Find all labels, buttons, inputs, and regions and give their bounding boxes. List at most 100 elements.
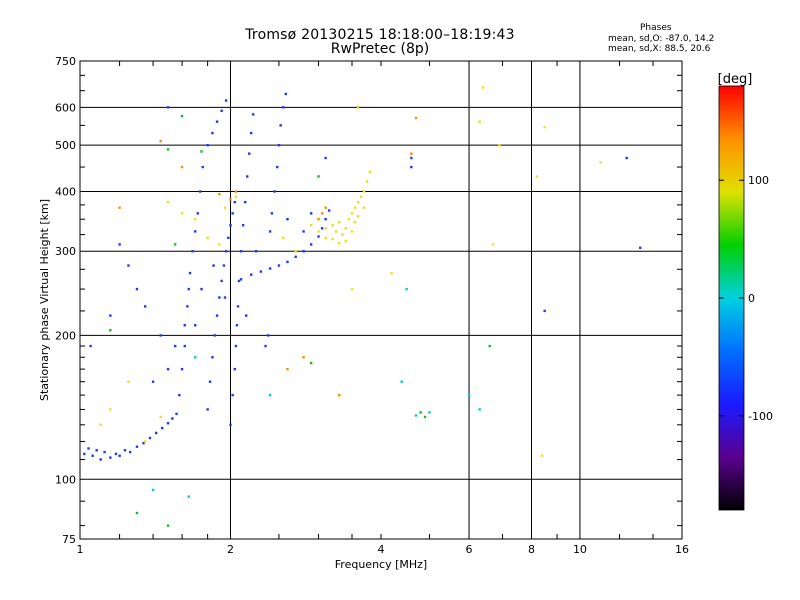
colorbar-tick-label: -100 — [748, 410, 773, 423]
data-point — [356, 200, 360, 204]
data-point — [180, 367, 184, 371]
data-point — [166, 524, 170, 527]
data-point — [350, 287, 354, 291]
y-tick-label: 75 — [62, 533, 76, 546]
data-point — [234, 190, 238, 193]
data-point — [302, 250, 305, 253]
data-point — [166, 367, 170, 371]
phase-info-line2: mean, sd,X: 88.5, 20.6 — [608, 44, 711, 54]
data-point — [268, 230, 272, 233]
phase-info-title: Phases — [640, 23, 672, 33]
data-point — [118, 206, 121, 209]
data-point — [227, 236, 230, 240]
data-point — [151, 488, 155, 492]
data-point — [154, 431, 158, 435]
data-point — [224, 250, 228, 253]
data-point — [267, 334, 270, 337]
data-point — [186, 305, 189, 308]
data-point — [239, 278, 243, 281]
data-point — [127, 264, 130, 267]
data-point — [282, 236, 285, 240]
data-point — [245, 314, 248, 317]
data-point — [331, 237, 334, 241]
data-point — [320, 212, 324, 215]
data-point — [309, 243, 313, 246]
data-point — [347, 218, 351, 221]
data-point — [194, 218, 197, 221]
data-point — [478, 408, 481, 411]
data-point — [338, 221, 341, 224]
data-point — [233, 200, 236, 204]
data-point — [268, 267, 272, 270]
data-point — [317, 218, 320, 221]
data-point — [251, 113, 255, 116]
data-point — [302, 230, 305, 233]
data-point — [294, 255, 297, 259]
data-point — [331, 224, 334, 227]
data-point — [135, 287, 139, 291]
data-point — [639, 246, 642, 249]
data-point — [540, 454, 544, 457]
data-point — [160, 426, 164, 430]
data-point — [236, 305, 240, 308]
grid-lines — [80, 61, 682, 539]
data-point — [359, 195, 363, 198]
data-point — [277, 264, 281, 267]
data-point — [135, 445, 139, 448]
data-point — [213, 334, 216, 337]
data-point — [194, 324, 197, 327]
data-point — [324, 206, 327, 209]
data-point — [223, 296, 227, 299]
chart-title-line2: RwPretec (8p) — [330, 41, 430, 57]
y-tick-label: 600 — [55, 101, 76, 114]
x-tick-label: 2 — [227, 543, 234, 556]
data-point — [390, 271, 393, 275]
data-point — [188, 271, 192, 275]
data-point — [118, 454, 121, 457]
x-axis-label: Frequency [MHz] — [335, 558, 427, 571]
data-point — [309, 212, 313, 215]
data-point — [206, 143, 209, 147]
data-point — [180, 114, 184, 118]
data-point — [276, 165, 279, 169]
data-point — [234, 195, 238, 198]
data-point — [400, 380, 403, 383]
data-point — [83, 452, 86, 456]
data-point — [410, 152, 413, 155]
data-point — [166, 148, 170, 151]
data-point — [89, 344, 92, 348]
x-tick-labels: 1 2 4 6 8 10 16 — [77, 543, 690, 556]
data-point — [268, 393, 272, 397]
data-point — [478, 120, 481, 123]
data-point — [286, 260, 289, 264]
data-point — [488, 344, 491, 348]
data-point — [200, 287, 203, 291]
data-point — [180, 212, 184, 215]
data-point — [535, 175, 539, 178]
data-point — [467, 393, 471, 397]
data-point — [224, 99, 228, 102]
data-point — [324, 218, 327, 221]
data-point — [135, 511, 139, 515]
x-tick-label: 6 — [466, 543, 473, 556]
data-point — [187, 287, 190, 291]
data-point — [309, 224, 313, 227]
data-point — [344, 227, 347, 230]
data-point — [254, 250, 258, 253]
data-point — [235, 324, 239, 327]
data-point — [206, 408, 209, 411]
data-point — [599, 161, 602, 164]
data-point — [208, 380, 212, 383]
y-tick-label: 200 — [55, 329, 76, 342]
data-point — [187, 495, 190, 498]
data-point — [317, 235, 320, 238]
data-point — [317, 175, 320, 178]
data-point — [99, 458, 102, 461]
data-point — [324, 156, 327, 160]
data-point — [270, 212, 274, 215]
chart-title-line1: Tromsø 20130215 18:18:00–18:19:43 — [245, 27, 515, 43]
axis-ticks — [80, 61, 682, 539]
data-point — [109, 329, 112, 332]
data-point — [229, 198, 232, 201]
data-point — [356, 106, 360, 109]
